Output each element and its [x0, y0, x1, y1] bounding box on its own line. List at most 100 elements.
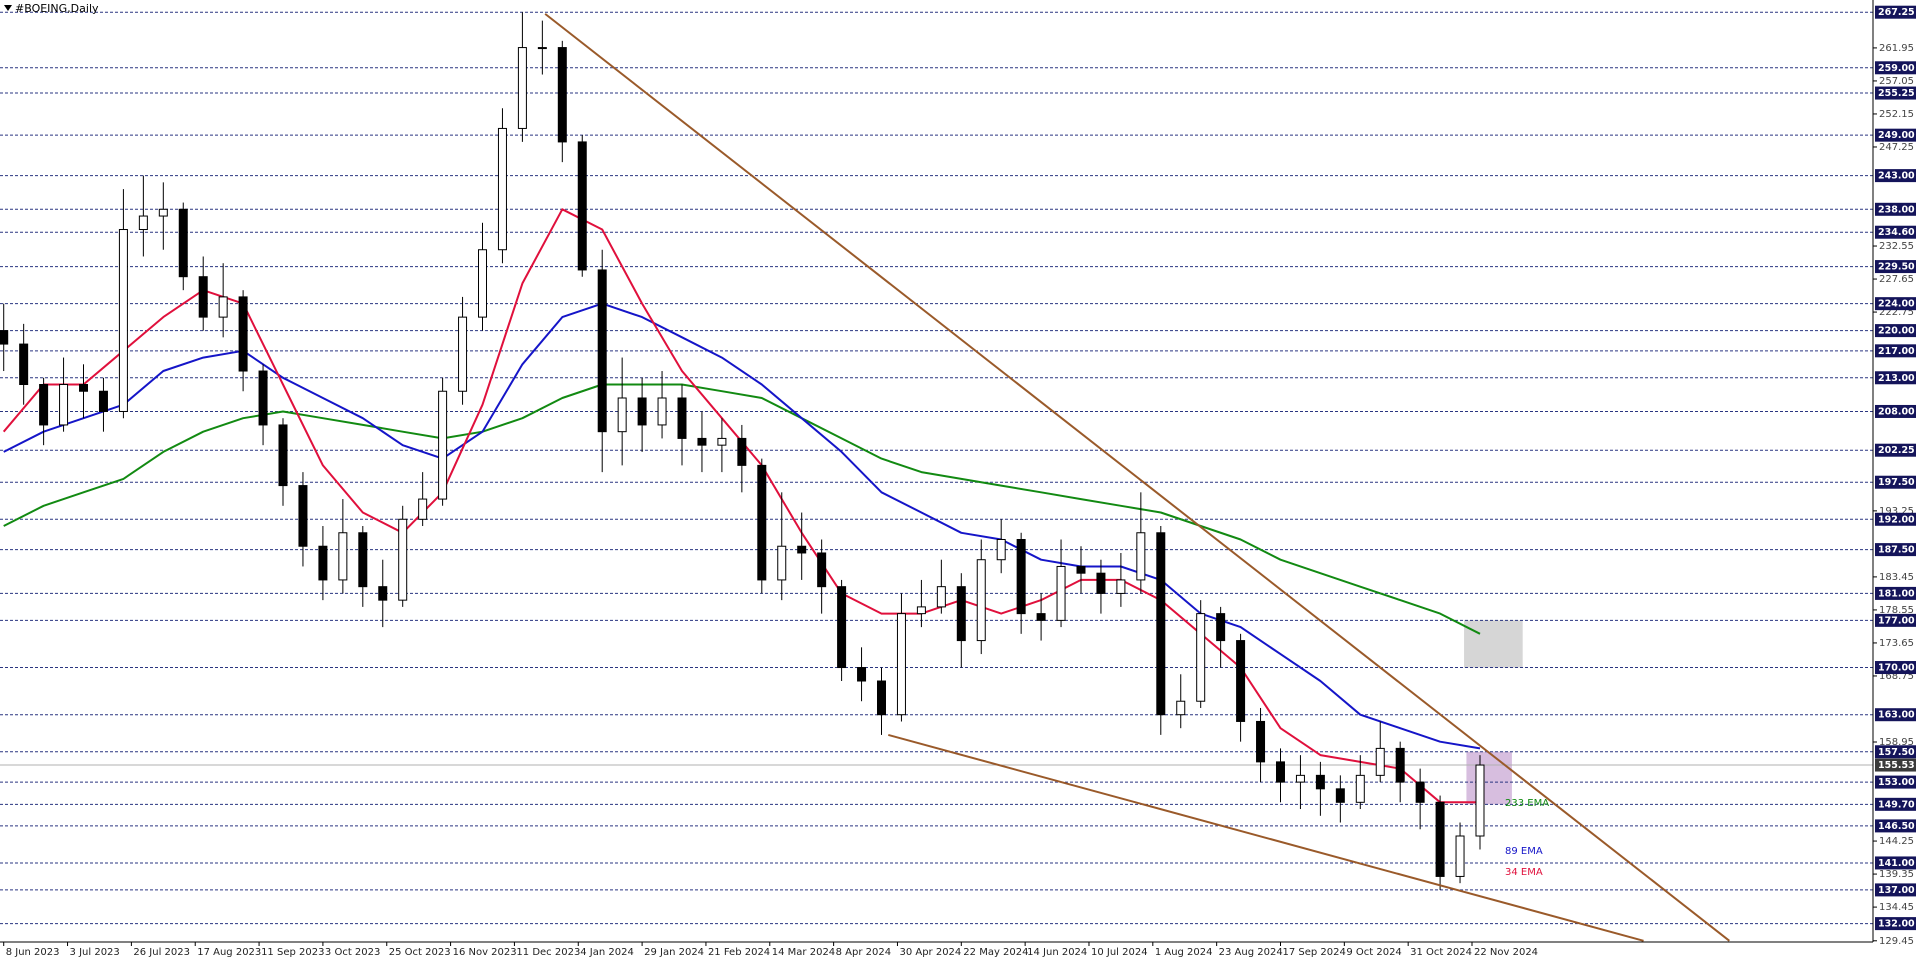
level-label: 157.50 [1878, 747, 1915, 758]
y-tick-label: 252.15 [1879, 109, 1914, 120]
level-label-box [1875, 856, 1916, 870]
x-tick-label: 17 Aug 2023 [197, 947, 261, 958]
candle-body [138, 215, 148, 231]
level-label: 259.00 [1878, 63, 1915, 74]
level-label-box [1875, 745, 1916, 759]
level-label-box [1875, 324, 1916, 338]
candle-body [637, 397, 647, 426]
candle-body [1275, 761, 1285, 783]
current-price-box [1875, 758, 1916, 772]
candle-body [19, 343, 29, 386]
x-tick-label: 4 Jan 2024 [580, 947, 634, 958]
candle-body [617, 397, 627, 433]
level-label: 177.00 [1878, 615, 1915, 626]
trend-line [888, 733, 1644, 942]
y-tick-label: 134.45 [1879, 902, 1914, 913]
candle-body [1435, 801, 1445, 877]
ema-label: 233 EMA [1505, 798, 1549, 809]
chart-title: #BOEING,Daily [15, 2, 99, 15]
candle-body [1375, 747, 1385, 776]
x-tick-label: 1 Aug 2024 [1155, 947, 1213, 958]
candle-body [1216, 613, 1226, 642]
x-tick-label: 14 Mar 2024 [772, 947, 835, 958]
level-label-box [1875, 775, 1916, 789]
candle-body [378, 586, 388, 601]
candle-body [1136, 532, 1146, 581]
x-tick-label: 17 Sep 2024 [1282, 947, 1345, 958]
level-label-box [1875, 543, 1916, 557]
candle-body [238, 296, 248, 372]
ema-label: 34 EMA [1505, 867, 1543, 878]
zone [1466, 751, 1512, 805]
ema-line [3, 383, 1481, 635]
candle-body [338, 532, 348, 581]
level-label-box [1875, 797, 1916, 811]
level-label-box [1875, 61, 1916, 75]
level-label: 202.25 [1878, 445, 1915, 456]
candle-body [857, 667, 867, 682]
level-label: 267.25 [1878, 7, 1915, 18]
level-label-box [1875, 260, 1916, 274]
candle-body [517, 47, 527, 129]
x-tick-label: 11 Sep 2023 [261, 947, 324, 958]
x-tick-label: 9 Oct 2024 [1346, 947, 1401, 958]
candle-body [757, 464, 767, 581]
candle-body [98, 390, 108, 412]
candle-body [258, 370, 268, 426]
candle-body [1236, 640, 1246, 722]
level-label: 220.00 [1878, 326, 1915, 337]
x-tick-label: 10 Jul 2024 [1091, 947, 1148, 958]
plot-area [0, 11, 1873, 942]
candle-body [956, 586, 966, 642]
y-tick-label: 247.25 [1879, 142, 1914, 153]
x-tick-label: 11 Dec 2023 [516, 947, 580, 958]
candle-body [438, 390, 448, 500]
level-label-box [1875, 708, 1916, 722]
level-label: 197.50 [1878, 477, 1915, 488]
candle-body [1475, 764, 1485, 837]
candle-body [59, 384, 69, 426]
candle-body [1395, 747, 1405, 783]
candle-body [1176, 700, 1186, 716]
candle-body [936, 586, 946, 608]
candle-body [797, 545, 807, 554]
candle-body [677, 397, 687, 439]
x-tick-label: 8 Apr 2024 [836, 947, 891, 958]
candle-body [996, 538, 1006, 561]
candle-body [837, 586, 847, 669]
candle-body [497, 127, 507, 251]
y-tick-label: 178.55 [1879, 605, 1914, 616]
candle-body [876, 680, 886, 716]
ema-line [3, 302, 1481, 750]
candle-body [218, 296, 228, 318]
y-tick-label: 222.75 [1879, 307, 1914, 318]
candle-body [1116, 579, 1126, 594]
x-tick-label: 14 Jun 2024 [1027, 947, 1087, 958]
x-tick-label: 25 Oct 2023 [389, 947, 451, 958]
candle-body [1256, 720, 1266, 763]
level-label: 146.50 [1878, 821, 1915, 832]
level-label: 229.50 [1878, 262, 1915, 273]
level-label: 153.00 [1878, 777, 1915, 788]
candle-body [1016, 538, 1026, 615]
candle-body [657, 397, 667, 426]
level-label-box [1875, 613, 1916, 627]
candle-body [1295, 774, 1305, 783]
x-tick-label: 8 Jun 2023 [6, 947, 60, 958]
candle-body [1096, 572, 1106, 594]
level-label: 149.70 [1878, 799, 1915, 810]
candle-body [976, 559, 986, 642]
x-tick-label: 22 May 2024 [963, 947, 1028, 958]
level-label: 170.00 [1878, 663, 1915, 674]
candle-body [118, 229, 128, 412]
candle-body [298, 485, 308, 547]
x-tick-label: 3 Jul 2023 [70, 947, 120, 958]
level-label-box [1875, 443, 1916, 457]
zone [1464, 620, 1523, 668]
candle-body [458, 316, 468, 392]
level-label-box [1875, 404, 1916, 418]
x-tick-label: 3 Oct 2023 [325, 947, 380, 958]
menu-triangle[interactable] [4, 5, 12, 11]
level-label: 137.00 [1878, 885, 1915, 896]
